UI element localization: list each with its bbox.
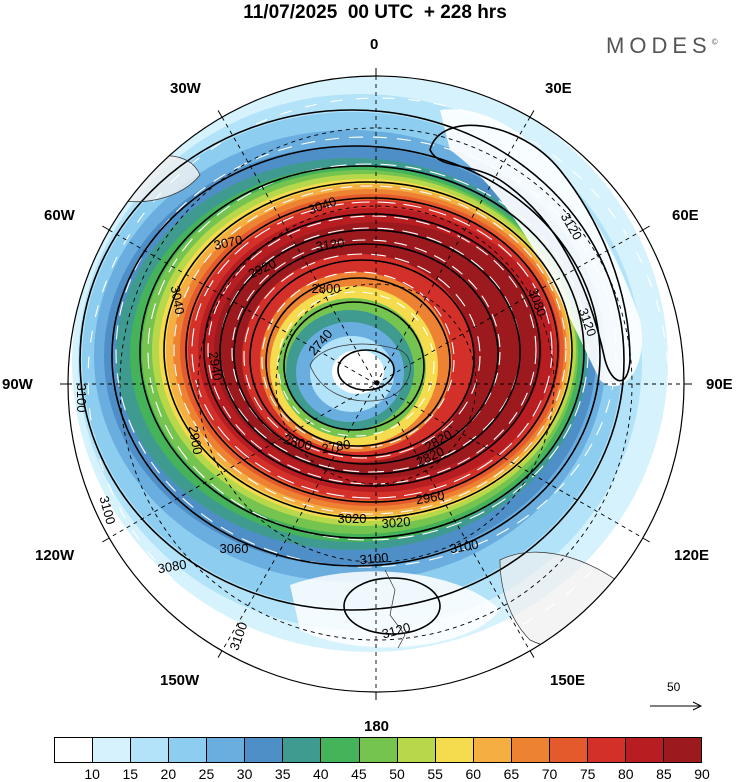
colorbar-cell [93,738,132,762]
longitude-tick [217,650,223,658]
longitude-tick [102,225,110,231]
contour-label: 3100 [449,537,480,557]
longitude-tick [529,110,535,118]
colorbar-cell [625,738,664,762]
height-contours [79,109,631,635]
colorbar-tick-label: 45 [351,766,367,782]
colorbar-tick-label: 70 [541,766,558,782]
colorbar-tick-label: 40 [313,766,329,782]
colorbar-cell [321,738,360,762]
contour-label: 2940 [206,351,226,382]
colorbar-cell [511,738,550,762]
contour-label: 2800 [312,281,341,296]
contour-label: 2960 [415,488,446,508]
colorbar-cell [435,738,474,762]
contour-label: 3040 [168,285,188,316]
colorbar-cell [131,738,170,762]
colorbar-cell [549,738,588,762]
lon-label-90w: 90W [2,376,33,393]
contour-label: 3100 [359,550,389,567]
colorbar-tick-label: 20 [160,766,177,782]
lon-label-0: 0 [370,36,379,53]
colorbar-tick-label: 15 [122,766,139,782]
lon-label-60e: 60E [672,207,699,224]
longitude-tick [529,650,535,658]
lon-label-30w: 30W [170,80,201,97]
south-pole-marker [374,380,380,386]
brand-name: MODES [606,33,712,58]
contour-label: 3080 [157,557,188,577]
colorbar-tick-label: 35 [274,766,291,782]
colorbar-tick-label: 25 [198,766,215,782]
colorbar-tick-label: 80 [617,766,634,782]
contour-label: 3100 [97,494,119,526]
reference-vector-label: 50 [667,680,681,694]
colorbar-cell [55,738,94,762]
contour-label: 2780 [321,437,352,457]
colorbar-cell [664,738,702,762]
longitude-tick [642,537,650,543]
colorbar-cell [397,738,436,762]
contour-label: 3020 [338,511,367,526]
colorbar-tick-label: 10 [84,766,100,782]
colorbar-cell [207,738,246,762]
contour-label: 3020 [381,514,411,531]
lon-label-90e: 90E [706,376,733,393]
colorbar-cell [359,738,398,762]
reference-vector: 50 [648,680,708,716]
lon-label-120e: 120E [674,547,710,564]
colorbar-cell [245,738,284,762]
colorbar-cell [587,738,626,762]
lon-label-60w: 60W [44,207,75,224]
lon-label-150e: 150E [550,672,586,689]
longitude-tick [102,537,110,543]
lon-label-180: 180 [364,718,390,735]
map-title: 11/07/2025 00 UTC + 228 hrs [243,2,507,23]
contour-label: 3100 [74,384,89,413]
longitude-tick [217,110,223,118]
lon-label-30e: 30E [545,80,572,97]
colorbar-tick-label: 75 [579,766,596,782]
contour-label: 3120 [315,235,346,254]
colorbar-tick-label: 50 [389,766,405,782]
colorbar-ticks: 10 15 20 25 30 35 40 45 50 55 60 65 70 75 80 85 90 [0,766,750,782]
contour-label: 3060 [220,541,249,556]
colorbar-cell [169,738,208,762]
colorbar [54,737,702,763]
lon-label-150w: 150W [160,672,200,689]
colorbar-tick-label: 65 [503,766,520,782]
colorbar-tick-label: 85 [656,766,672,782]
colorbar-tick-label: 30 [236,766,253,782]
contour-label: 2800 [282,431,314,453]
contour-label: 2900 [186,425,206,456]
colorbar-tick-label: 55 [427,766,443,782]
colorbar-tick-label: 60 [465,766,482,782]
longitude-ticks [60,68,692,700]
longitude-tick [642,225,650,231]
colorbar-cell [283,738,322,762]
colorbar-cell [473,738,512,762]
reference-arrow-icon [650,701,703,711]
brand-mark: © [711,37,718,47]
contour-label: 3070 [212,232,243,253]
brand-logo: MODES© [606,33,718,59]
colorbar-tick-label: 90 [694,766,710,782]
contour-label: 3120 [380,619,412,641]
lon-label-120w: 120W [35,547,75,564]
